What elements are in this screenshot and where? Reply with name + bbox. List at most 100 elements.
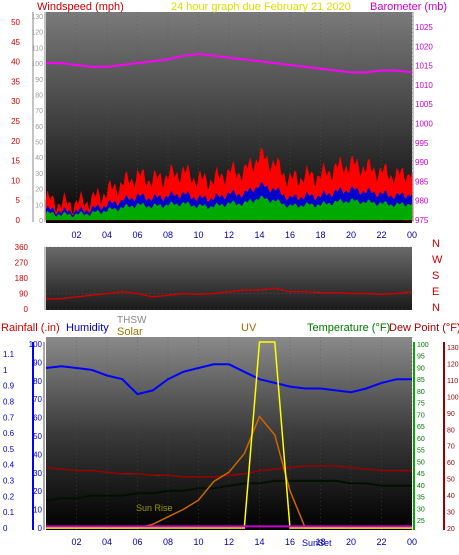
x-tick-label-top: 16 xyxy=(285,230,295,240)
humidity-tick-label: 100 xyxy=(29,340,43,349)
x-tick-label-top: 10 xyxy=(193,230,203,240)
direction-letter: S xyxy=(432,270,439,282)
windspeed-inner-tick-label: 10 xyxy=(35,202,43,209)
temperature-tick-label: 65 xyxy=(417,424,425,431)
x-tick-label-bottom: 02 xyxy=(71,537,81,547)
dewpoint-tick-label: 100 xyxy=(447,394,459,401)
windspeed-tick-label: 0 xyxy=(16,216,21,225)
humidity-tick-label: 70 xyxy=(33,395,42,404)
rain-tick-label: 0.5 xyxy=(3,445,15,454)
x-tick-label-top: 02 xyxy=(71,230,81,240)
x-tick-label-top: 00 xyxy=(407,230,417,240)
barometer-tick-label: 990 xyxy=(415,158,429,167)
x-tick-label-top: 22 xyxy=(376,230,386,240)
windspeed-inner-tick-label: 50 xyxy=(35,140,43,147)
humidity-tick-label: 60 xyxy=(33,414,42,423)
sunrise-label: Sun Rise xyxy=(136,503,173,513)
dewpoint-tick-label: 130 xyxy=(447,345,459,352)
barometer-tick-label: 995 xyxy=(415,139,429,148)
series-layer xyxy=(45,52,413,529)
temperature-tick-label: 40 xyxy=(417,483,425,490)
temperature-series xyxy=(45,479,412,502)
temperature-tick-label: 45 xyxy=(417,471,425,478)
direction-tick-label: 270 xyxy=(15,259,29,268)
barometer-tick-label: 975 xyxy=(415,216,429,225)
x-tick-label-bottom: 04 xyxy=(102,537,112,547)
windspeed-inner-tick-label: 110 xyxy=(32,45,43,52)
x-tick-label-bottom: 14 xyxy=(254,537,264,547)
barometer-tick-label: 980 xyxy=(415,197,429,206)
direction-letter: N xyxy=(432,238,440,250)
temperature-tick-label: 75 xyxy=(417,401,425,408)
dewpoint-label: Dew Point (°F) xyxy=(389,322,459,334)
x-tick-label-bottom: 12 xyxy=(224,537,234,547)
windspeed-tick-label: 50 xyxy=(11,18,20,27)
date-label: 24 hour graph due February 21 2020 xyxy=(171,1,351,13)
dewpoint-tick-label: 40 xyxy=(447,493,455,500)
windspeed-tick-label: 5 xyxy=(16,196,21,205)
windspeed-label: Windspeed (mph) xyxy=(37,1,124,13)
panel-direction-background xyxy=(46,247,412,310)
rain-tick-label: 0.1 xyxy=(3,508,15,517)
windspeed-tick-label: 40 xyxy=(11,58,20,67)
thsw-label: THSW xyxy=(117,315,147,326)
dewpoint-tick-label: 50 xyxy=(447,477,455,484)
rain-tick-label: 1 xyxy=(3,366,8,375)
temperature-tick-label: 35 xyxy=(417,495,425,502)
humidity-tick-label: 40 xyxy=(33,450,42,459)
barometer-series xyxy=(46,52,413,74)
direction-tick-label: 0 xyxy=(24,305,29,314)
humidity-tick-label: 10 xyxy=(33,506,42,515)
windspeed-inner-tick-label: 30 xyxy=(35,171,43,178)
rain-tick-label: 1.1 xyxy=(3,350,15,359)
temperature-tick-label: 85 xyxy=(417,377,425,384)
rain-tick-label: 0.8 xyxy=(3,397,15,406)
barometer-tick-label: 1010 xyxy=(415,81,433,90)
windspeed-tick-label: 45 xyxy=(11,38,20,47)
windspeed-inner-tick-label: 0 xyxy=(39,218,43,225)
x-tick-label-bottom: 22 xyxy=(376,537,386,547)
x-tick-label-bottom: 10 xyxy=(193,537,203,547)
temperature-tick-label: 95 xyxy=(417,354,425,361)
humidity-series xyxy=(45,363,412,396)
direction-letter: W xyxy=(432,254,443,266)
windspeed-tick-label: 15 xyxy=(11,157,20,166)
x-tick-label-top: 08 xyxy=(163,230,173,240)
solar-label: Solar xyxy=(117,326,143,338)
barometer-tick-label: 1000 xyxy=(415,120,433,129)
x-tick-label-top: 12 xyxy=(224,230,234,240)
dewpoint-tick-label: 70 xyxy=(447,444,455,451)
grid-layer xyxy=(46,12,413,530)
rain-tick-label: 0.2 xyxy=(3,492,15,501)
dewpoint-tick-label: 30 xyxy=(447,510,455,517)
x-tick-label-top: 14 xyxy=(254,230,264,240)
sunset-label: SunSet xyxy=(302,538,332,548)
barometer-tick-label: 1005 xyxy=(415,100,433,109)
x-tick-label-top: 18 xyxy=(315,230,325,240)
windspeed-inner-tick-label: 70 xyxy=(35,108,43,115)
humidity-tick-label: 0 xyxy=(38,524,43,533)
temperature-tick-label: 55 xyxy=(417,448,425,455)
windspeed-tick-label: 30 xyxy=(11,97,20,106)
x-tick-label-bottom: 06 xyxy=(132,537,142,547)
temperature-tick-label: 90 xyxy=(417,365,425,372)
dewpoint-tick-label: 20 xyxy=(447,526,455,533)
dewpoint-series xyxy=(45,465,412,478)
windspeed-tick-label: 10 xyxy=(11,176,20,185)
temperature-tick-label: 80 xyxy=(417,389,425,396)
windspeed-tick-label: 25 xyxy=(11,117,20,126)
x-tick-label-bottom: 08 xyxy=(163,537,173,547)
dewpoint-tick-label: 120 xyxy=(447,361,459,368)
x-tick-label-top: 04 xyxy=(102,230,112,240)
humidity-tick-label: 50 xyxy=(33,432,42,441)
barometer-tick-label: 1025 xyxy=(415,23,433,32)
barometer-tick-label: 985 xyxy=(415,177,429,186)
barometer-label: Barometer (mb) xyxy=(370,1,447,13)
direction-tick-label: 90 xyxy=(19,290,28,299)
temperature-label: Temperature (°F) xyxy=(307,322,390,334)
dewpoint-tick-label: 60 xyxy=(447,460,455,467)
humidity-tick-label: 30 xyxy=(33,469,42,478)
temperature-tick-label: 70 xyxy=(417,412,425,419)
windspeed-inner-tick-label: 130 xyxy=(31,14,43,21)
